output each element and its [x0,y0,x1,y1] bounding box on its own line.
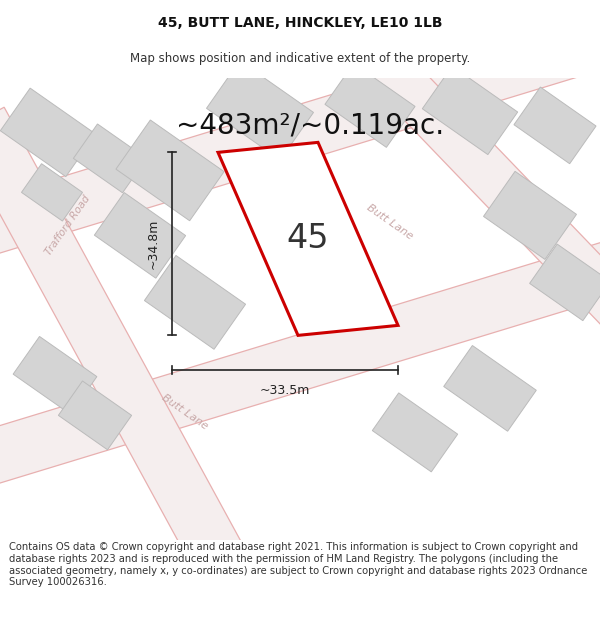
Text: ~34.8m: ~34.8m [147,219,160,269]
Polygon shape [514,87,596,164]
Polygon shape [1,88,95,177]
Text: Butt Lane: Butt Lane [365,203,415,242]
Text: Map shows position and indicative extent of the property.: Map shows position and indicative extent… [130,52,470,65]
Polygon shape [94,192,185,278]
Polygon shape [373,393,458,472]
Text: 45, BUTT LANE, HINCKLEY, LE10 1LB: 45, BUTT LANE, HINCKLEY, LE10 1LB [158,16,442,31]
Polygon shape [22,164,83,221]
Polygon shape [206,61,313,160]
Polygon shape [73,124,146,192]
Polygon shape [484,171,577,259]
Polygon shape [444,346,536,431]
Polygon shape [0,107,244,574]
Text: ~483m²/~0.119ac.: ~483m²/~0.119ac. [176,111,444,139]
Text: 45: 45 [287,222,329,256]
Polygon shape [145,256,245,349]
Text: Contains OS data © Crown copyright and database right 2021. This information is : Contains OS data © Crown copyright and d… [9,542,587,587]
Text: ~33.5m: ~33.5m [260,384,310,398]
Polygon shape [218,142,398,336]
Polygon shape [363,44,600,337]
Polygon shape [530,244,600,321]
Polygon shape [116,120,224,221]
Polygon shape [13,336,97,414]
Polygon shape [0,239,600,487]
Text: Trafford Road: Trafford Road [44,194,92,257]
Polygon shape [0,9,600,257]
Text: Butt Lane: Butt Lane [160,393,210,432]
Polygon shape [58,381,131,450]
Polygon shape [422,66,518,154]
Polygon shape [325,63,415,148]
